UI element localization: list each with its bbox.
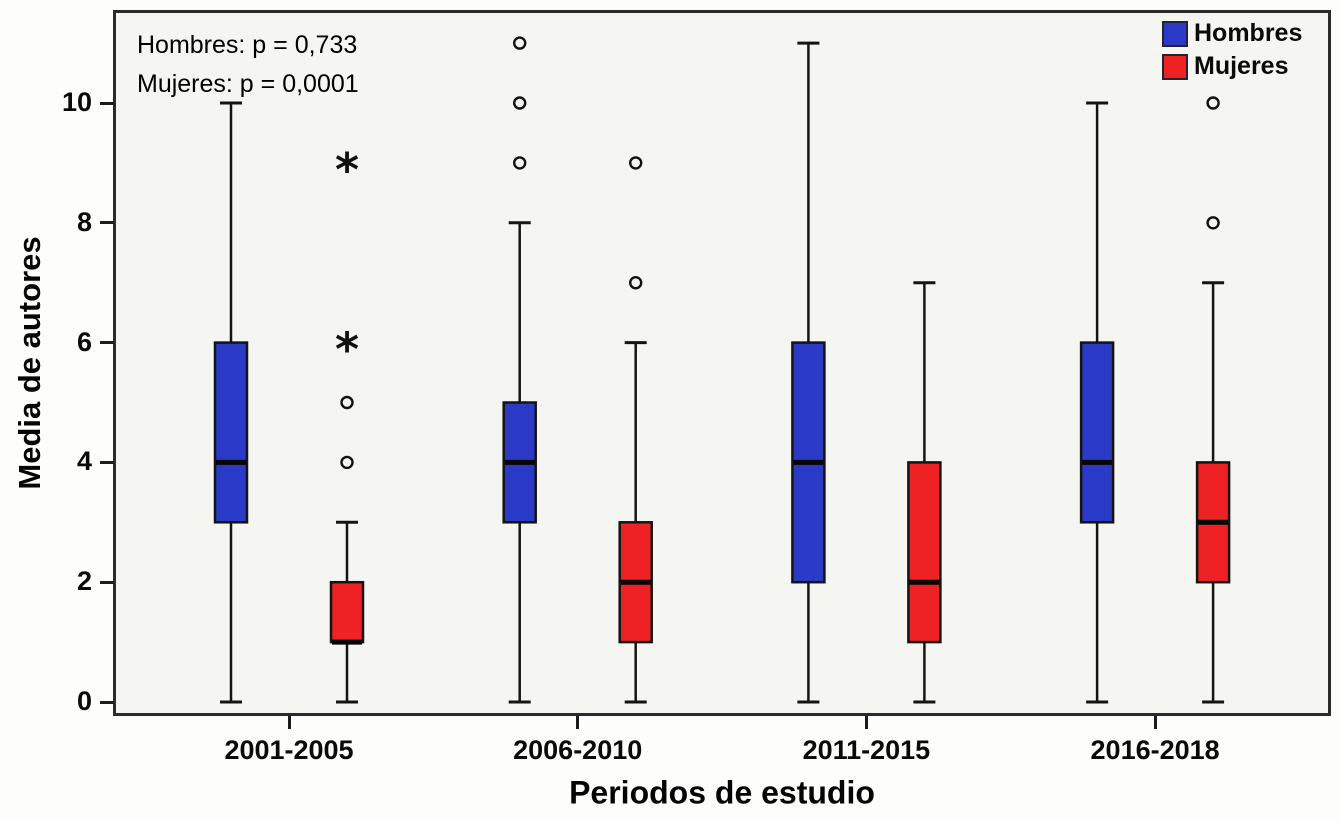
outlier-circle: [1206, 96, 1220, 110]
outlier-circle: [340, 455, 354, 470]
y-tick: [100, 221, 114, 225]
x-axis-title: Periodos de estudio: [569, 774, 875, 811]
boxplot-mujeres-2016-2018: [1195, 96, 1231, 704]
p-value-mujeres: Mujeres: p = 0,0001: [137, 70, 359, 98]
x-tick-label: 2011-2015: [802, 735, 931, 765]
y-tick-label: 6: [76, 326, 92, 357]
x-tick-label: 2006-2010: [513, 735, 643, 765]
legend-label-mujeres: Mujeres: [1194, 52, 1289, 80]
p-value-hombres: Hombres: p = 0,733: [137, 31, 358, 59]
outlier-circle: [513, 36, 527, 50]
x-tick-label: 2001-2005: [224, 735, 354, 765]
y-tick: [100, 101, 114, 105]
y-tick-label: 10: [61, 87, 92, 117]
outlier-circle: [513, 96, 527, 110]
box-iqr: [213, 341, 249, 524]
legend-row-hombres: Hombres: [1162, 19, 1303, 47]
y-tick-label: 4: [76, 446, 92, 477]
y-tick: [100, 580, 114, 584]
box-iqr: [907, 461, 942, 644]
legend: Hombres Mujeres: [1162, 19, 1303, 86]
outlier-circle: [340, 395, 354, 410]
boxplot-mujeres-2001-2005: [329, 395, 365, 704]
outlier-circle: [513, 156, 527, 170]
outlier-circle: [629, 156, 643, 170]
outlier-circle: [629, 276, 643, 290]
extreme-asterisk: *: [335, 323, 359, 377]
plot-area: * *: [113, 10, 1331, 716]
y-tick: [100, 700, 114, 704]
plot-frame: [113, 10, 1331, 716]
box-iqr: [1079, 341, 1115, 524]
legend-swatch-hombres: [1162, 20, 1188, 47]
y-tick-label: 2: [76, 566, 92, 597]
box-iqr: [329, 580, 365, 644]
y-tick: [100, 460, 114, 464]
plot-canvas: **: [113, 10, 1331, 716]
x-tick: [576, 716, 580, 729]
legend-row-mujeres: Mujeres: [1162, 52, 1302, 80]
x-tick: [864, 716, 868, 729]
extreme-asterisk: *: [335, 143, 359, 197]
boxplot-mujeres-2011-2015: [907, 281, 942, 704]
boxplot-hombres-2001-2005: [213, 101, 249, 704]
legend-label-hombres: Hombres: [1194, 19, 1303, 47]
legend-swatch-mujeres: [1162, 53, 1188, 80]
x-tick: [1153, 716, 1157, 729]
boxplot-hombres-2011-2015: [791, 41, 826, 704]
x-tick-label: 2016-2018: [1090, 735, 1220, 765]
y-tick: [100, 341, 114, 345]
boxplot-hombres-2016-2018: [1079, 101, 1115, 704]
y-tick-label: 0: [76, 686, 92, 716]
x-tick: [287, 716, 291, 729]
boxplot-hombres-2006-2010: [502, 36, 537, 704]
y-tick-label: 8: [76, 206, 92, 237]
outlier-circle: [1206, 216, 1220, 230]
p-value-annotation: Hombres: p = 0,733 Mujeres: p = 0,0001: [137, 26, 359, 104]
boxplot-mujeres-2006-2010: [618, 156, 653, 704]
